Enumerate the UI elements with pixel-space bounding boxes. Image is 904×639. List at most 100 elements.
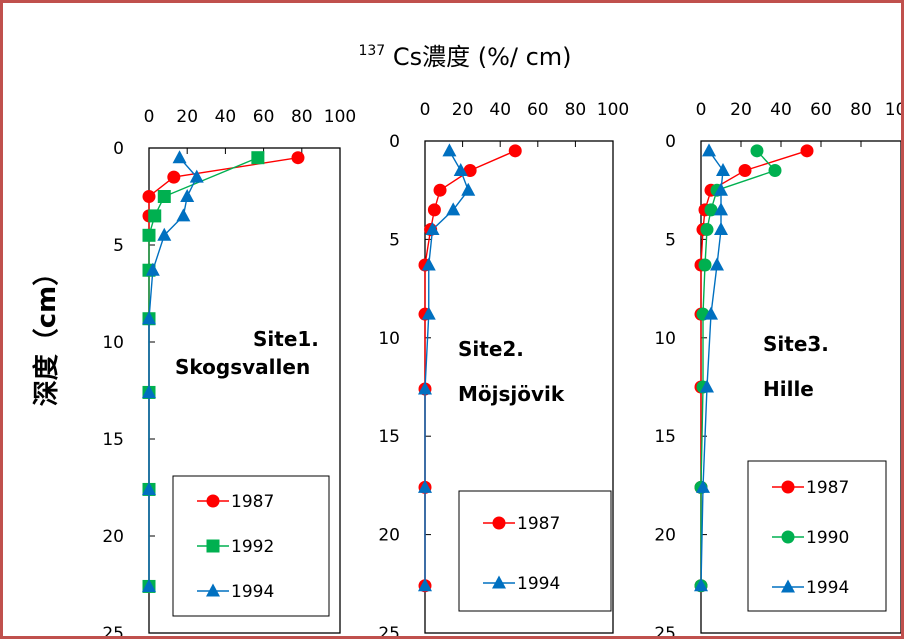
- x-tick-label: 80: [565, 100, 587, 120]
- series-line-1994: [424, 150, 470, 586]
- legend-marker-1992: [206, 539, 220, 553]
- legend-label-1992: 1992: [231, 537, 274, 557]
- data-point-1994: [157, 227, 172, 241]
- site-label-line2: Möjsjövik: [458, 382, 565, 406]
- series-line-1990: [700, 150, 777, 586]
- data-point-1994: [453, 163, 468, 177]
- legend-box: [747, 460, 887, 612]
- data-point-1994: [180, 189, 195, 202]
- legend-marker-1987: [492, 516, 506, 530]
- data-point-1990: [750, 144, 764, 158]
- data-point-1992: [157, 190, 171, 203]
- data-point-1992: [148, 209, 162, 223]
- data-point-1987: [800, 144, 814, 158]
- data-point-1994: [421, 306, 436, 320]
- legend-label-1990: 1990: [806, 528, 849, 548]
- x-tick-label: 100: [597, 100, 629, 120]
- title-main: Cs濃度 (%/ cm): [393, 43, 572, 71]
- data-point-1994: [714, 202, 728, 216]
- x-tick-label: 60: [527, 100, 549, 120]
- chart-title: 137 Cs濃度 (%/ cm): [358, 33, 571, 71]
- site-label-line1: Site1.: [253, 327, 319, 351]
- data-point-1994: [696, 479, 710, 493]
- site-label-line1: Site2.: [458, 337, 524, 361]
- x-tick-label: 60: [810, 100, 832, 120]
- legend-label-1987: 1987: [806, 478, 849, 498]
- y-tick-label: 15: [654, 427, 676, 447]
- x-tick-label: 40: [215, 107, 237, 127]
- y-axis-label: 深度（cm）: [31, 260, 62, 407]
- y-tick-label: 10: [378, 329, 400, 349]
- series-line-1987: [700, 150, 808, 586]
- data-point-1994: [710, 257, 724, 271]
- series-line-1994: [700, 150, 724, 586]
- chart-panel-2: 0 20 40 60 80 100 0 5 10 15 20 25 Site2. Möjsjövik 198…: [378, 100, 629, 639]
- data-point-1987: [738, 164, 752, 178]
- legend-marker-1987: [206, 494, 220, 508]
- data-point-1994: [142, 311, 156, 325]
- y-tick-label: 10: [654, 329, 676, 349]
- data-point-1992: [142, 228, 156, 242]
- series-line-1994: [148, 157, 198, 587]
- data-point-1994: [700, 379, 714, 393]
- data-point-1994: [446, 202, 461, 216]
- data-point-1987: [508, 144, 522, 158]
- x-tick-label: 100: [885, 100, 904, 120]
- x-tick-label: 100: [324, 107, 356, 127]
- data-point-1994: [172, 150, 187, 164]
- x-tick-label: 0: [144, 107, 155, 127]
- data-point-1994: [142, 384, 156, 398]
- data-point-1994: [425, 222, 440, 236]
- title-superscript: 137: [358, 43, 385, 59]
- x-tick-label: 80: [291, 107, 313, 127]
- legend-marker-1990: [781, 530, 795, 544]
- y-tick-label: 5: [665, 230, 676, 250]
- x-tick-label: 80: [850, 100, 872, 120]
- legend-marker-1987: [781, 480, 795, 494]
- chart-panel-3: 0 20 40 60 80 100 0 5 10 15 20 25 Site3. Hille 1987 199…: [654, 100, 904, 636]
- y-tick-label: 5: [113, 236, 124, 256]
- data-point-1994: [418, 381, 432, 395]
- x-tick-label: 20: [176, 107, 198, 127]
- data-point-1987: [427, 203, 441, 217]
- legend-label-1987: 1987: [231, 492, 274, 512]
- data-point-1992: [251, 151, 265, 165]
- data-point-1994: [418, 479, 432, 493]
- legend-box: [458, 490, 612, 612]
- data-point-1987: [142, 190, 156, 203]
- y-tick-label: 5: [389, 230, 400, 250]
- data-point-1994: [176, 208, 191, 222]
- data-point-1987: [167, 170, 181, 184]
- y-tick-label: 25: [378, 624, 400, 639]
- data-point-1987: [463, 164, 477, 178]
- y-tick-label: 25: [102, 624, 124, 639]
- legend-marker-1994: [206, 583, 220, 597]
- data-point-1994: [142, 481, 156, 495]
- data-point-1987: [433, 183, 447, 197]
- y-tick-label: 20: [102, 527, 124, 547]
- legend-label-1987: 1987: [517, 514, 560, 534]
- site-label-line2: Hille: [763, 377, 814, 401]
- x-tick-label: 40: [770, 100, 792, 120]
- data-point-1990: [768, 164, 782, 178]
- y-tick-label: 0: [665, 132, 676, 152]
- site-label-line2: Skogsvallen: [175, 355, 310, 379]
- data-point-1994: [714, 222, 728, 236]
- data-point-1994: [704, 306, 718, 320]
- legend-marker-1994: [492, 575, 506, 589]
- x-tick-label: 20: [730, 100, 752, 120]
- y-tick-label: 20: [654, 526, 676, 546]
- data-point-1990: [700, 223, 714, 237]
- data-point-1990: [698, 258, 712, 272]
- y-tick-label: 0: [389, 132, 400, 152]
- y-tick-label: 0: [113, 139, 124, 159]
- data-point-1990: [704, 203, 718, 217]
- legend-label-1994: 1994: [806, 578, 849, 598]
- data-point-1994: [694, 578, 708, 592]
- x-tick-label: 20: [452, 100, 474, 120]
- data-point-1994: [418, 578, 432, 592]
- legend: 1987 1990 1994: [747, 460, 887, 612]
- data-point-1994: [714, 182, 728, 196]
- data-point-1994: [142, 578, 156, 592]
